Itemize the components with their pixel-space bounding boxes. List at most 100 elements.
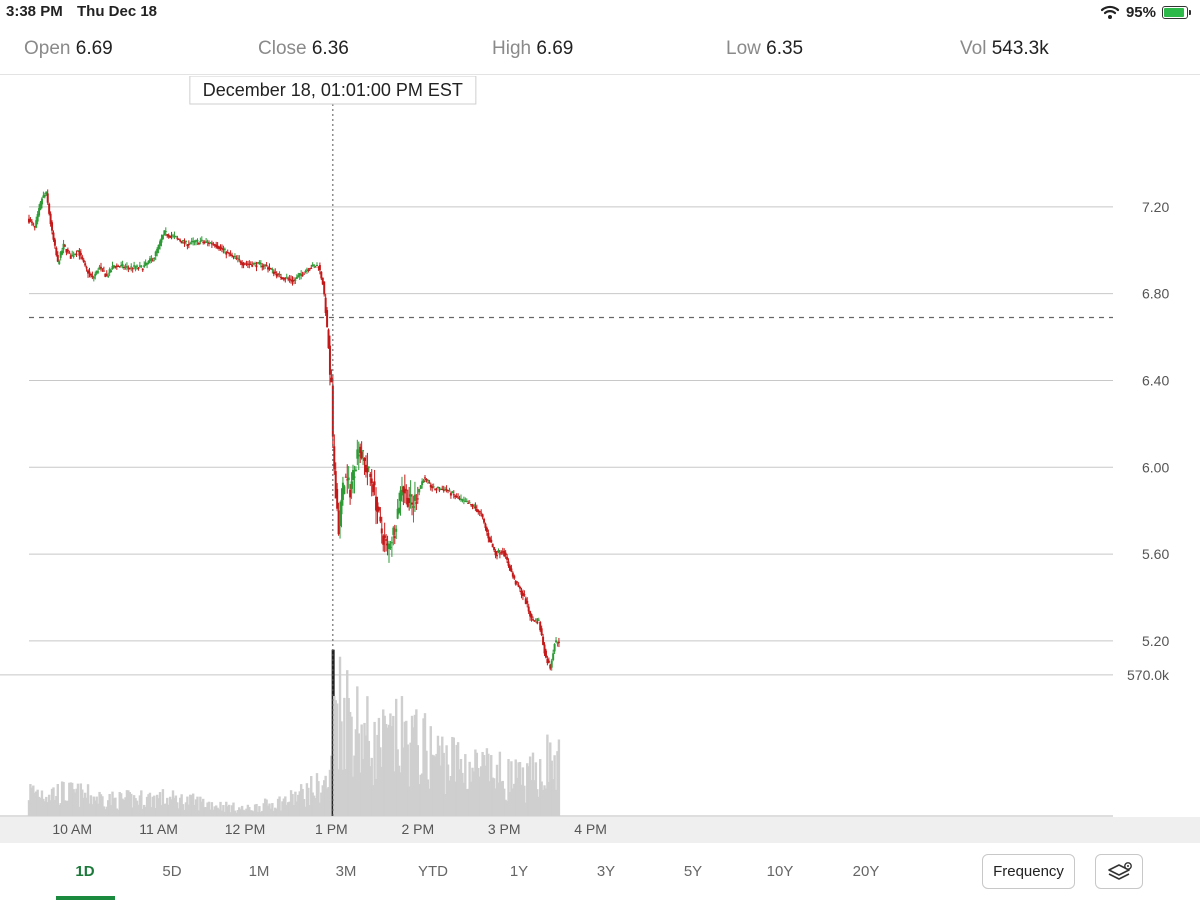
- volume-bar: [288, 801, 291, 816]
- candle: [85, 265, 88, 272]
- candle: [376, 496, 379, 524]
- candle: [180, 241, 183, 244]
- candle: [382, 534, 385, 552]
- volume-bar: [459, 758, 463, 816]
- volume-bar: [520, 784, 523, 816]
- candle: [208, 240, 210, 247]
- candle: [356, 439, 359, 466]
- candle: [369, 471, 372, 487]
- range-tab-1m[interactable]: 1M: [248, 863, 270, 880]
- volume-bar: [471, 767, 474, 816]
- volume-bar: [554, 789, 558, 816]
- volume-bar: [412, 727, 415, 816]
- candle: [285, 273, 288, 279]
- candle: [556, 641, 559, 647]
- volume-bar: [222, 804, 225, 816]
- range-tab-1d[interactable]: 1D: [75, 863, 95, 880]
- candle: [323, 281, 326, 297]
- volume-bar: [258, 806, 261, 816]
- range-tab-10y[interactable]: 10Y: [766, 863, 794, 880]
- candle: [529, 610, 532, 621]
- volume-bar: [259, 812, 263, 816]
- range-tab-5d[interactable]: 5D: [162, 863, 182, 880]
- volume-bar: [115, 808, 119, 816]
- time-axis-label: 10 AM: [52, 821, 93, 837]
- volume-bar: [50, 788, 54, 816]
- candle: [216, 242, 219, 250]
- volume-bar: [199, 796, 202, 816]
- range-tab-3y[interactable]: 3Y: [596, 863, 616, 880]
- volume-bar: [268, 803, 271, 816]
- volume-bar: [191, 793, 195, 816]
- candle: [341, 476, 344, 506]
- candle: [280, 273, 282, 280]
- volume-bar: [467, 788, 470, 816]
- candle: [313, 264, 316, 269]
- range-tab-5y[interactable]: 5Y: [683, 863, 703, 880]
- volume-bar: [387, 724, 391, 816]
- volume-bar: [140, 790, 143, 816]
- candle: [536, 618, 539, 625]
- candle: [170, 231, 173, 240]
- candle: [232, 255, 235, 260]
- range-tab-20y[interactable]: 20Y: [852, 863, 880, 880]
- candle: [29, 217, 32, 223]
- volume-bar: [540, 781, 543, 816]
- candle: [347, 466, 350, 489]
- candle: [461, 498, 464, 503]
- time-axis-label: 1 PM: [315, 821, 348, 837]
- volume-bar: [310, 776, 313, 816]
- candle: [164, 227, 167, 237]
- candle: [52, 230, 55, 242]
- volume-bar: [351, 776, 355, 816]
- volume-bar: [530, 780, 533, 816]
- candle: [288, 274, 291, 283]
- volume-bar: [40, 790, 44, 816]
- volume-bar: [46, 802, 49, 816]
- volume-bar: [395, 698, 398, 816]
- volume-bar: [89, 795, 93, 816]
- candle: [343, 484, 346, 495]
- range-tab-3m[interactable]: 3M: [335, 863, 357, 880]
- candle: [163, 230, 166, 236]
- candle: [331, 375, 334, 449]
- candle: [388, 540, 390, 563]
- chart-layers-button[interactable]: [1095, 854, 1143, 889]
- candle: [366, 452, 369, 486]
- volume-bar: [220, 810, 224, 816]
- volume-bar: [39, 798, 42, 816]
- volume-bar: [189, 794, 192, 816]
- candle: [307, 267, 310, 273]
- candle: [412, 495, 415, 523]
- candle: [184, 240, 187, 245]
- candle: [444, 486, 447, 492]
- volume-bar: [145, 796, 149, 816]
- volume-bar: [508, 791, 512, 816]
- candle: [320, 271, 323, 280]
- volume-bar: [410, 715, 414, 816]
- price-chart[interactable]: 7.20 6.80 6.40 6.00 5.60 5.20 570.0k December …: [0, 76, 1200, 817]
- candle: [138, 261, 141, 269]
- volume-bar: [78, 806, 81, 816]
- candle: [398, 492, 401, 515]
- volume-bar: [37, 796, 41, 816]
- volume-bar: [239, 809, 242, 816]
- candle: [53, 237, 56, 249]
- volume-bar: [181, 804, 185, 816]
- candle: [438, 486, 441, 493]
- candle: [143, 261, 146, 268]
- candle: [212, 242, 215, 246]
- status-right: 95%: [1100, 3, 1191, 21]
- candle: [436, 486, 439, 490]
- volume-bar: [202, 798, 205, 816]
- volume-bar: [547, 781, 551, 816]
- volume-bar: [151, 796, 155, 816]
- frequency-button[interactable]: Frequency: [982, 854, 1075, 889]
- volume-bar: [439, 765, 443, 816]
- volume-bar: [190, 795, 193, 816]
- candle: [268, 263, 271, 271]
- range-tab-1y[interactable]: 1Y: [509, 863, 529, 880]
- range-tab-ytd[interactable]: YTD: [418, 863, 448, 880]
- candle: [317, 266, 320, 271]
- candle: [425, 478, 428, 483]
